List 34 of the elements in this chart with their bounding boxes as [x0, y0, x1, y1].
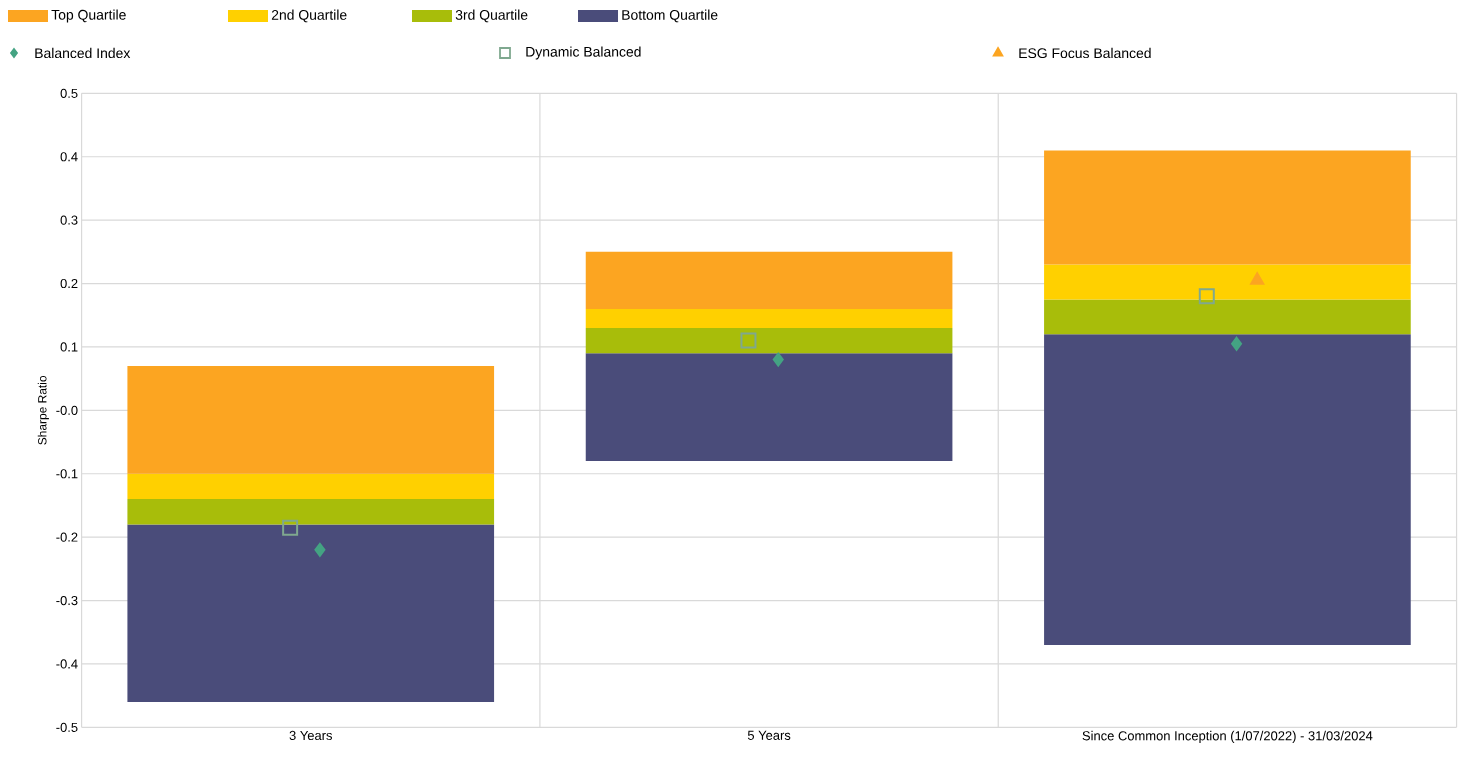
- y-axis-title: Sharpe Ratio: [37, 375, 49, 445]
- y-tick-label: -0.1: [56, 469, 78, 479]
- bar: [127, 473, 495, 500]
- bar: [585, 353, 953, 462]
- bar: [127, 365, 495, 474]
- legend-label: 3rd Quartile: [455, 9, 528, 23]
- bar: [127, 524, 495, 702]
- bar: [127, 499, 495, 525]
- bar: [1044, 299, 1411, 335]
- y-tick-label: 0.1: [60, 342, 78, 352]
- x-tick-label: 3 Years: [289, 730, 332, 741]
- bar: [1044, 264, 1411, 300]
- bar: [585, 308, 953, 328]
- legend-label: 2nd Quartile: [271, 9, 347, 23]
- legend-label: Balanced Index: [35, 47, 131, 59]
- y-tick-label: -0.3: [56, 595, 78, 606]
- x-tick-label: Since Common Inception (1/07/2022) - 31/03/2024: [1082, 730, 1373, 743]
- y-tick-label: 0.3: [60, 215, 78, 225]
- y-tick-label: -0.2: [56, 532, 78, 542]
- bar: [585, 327, 953, 354]
- y-tick-label: 0.5: [60, 88, 78, 98]
- legend-label: Top Quartile: [51, 9, 126, 23]
- bar: [1044, 150, 1411, 265]
- y-tick-label: 0.2: [60, 278, 78, 289]
- legend-label: ESG Focus Balanced: [1019, 47, 1151, 59]
- y-tick-label: -0.4: [56, 659, 78, 669]
- y-tick-label: 0.4: [60, 152, 78, 162]
- y-tick-label: -0.5: [56, 722, 78, 732]
- bar: [1044, 334, 1411, 645]
- bar: [585, 251, 953, 309]
- legend-label: Bottom Quartile: [622, 9, 718, 23]
- y-tick-label: -0.0: [56, 405, 78, 415]
- x-tick-label: 5 Years: [747, 730, 791, 740]
- legend-label: Dynamic Balanced: [526, 46, 641, 60]
